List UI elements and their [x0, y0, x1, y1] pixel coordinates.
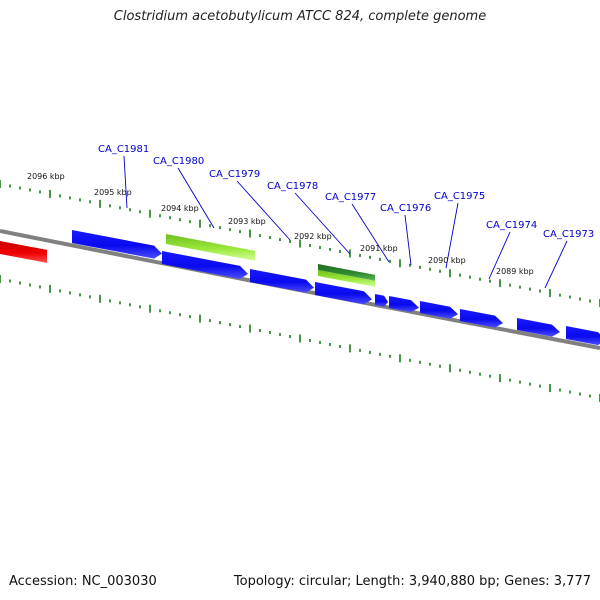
kbp-label: 2096 kbp	[27, 172, 65, 181]
accession-text: Accession: NC_003030	[9, 574, 157, 589]
kbp-label: 2095 kbp	[94, 188, 132, 197]
gene-leader-line	[123, 155, 128, 209]
kbp-label: 2093 kbp	[228, 217, 266, 226]
gene-highlight-dark-ca-c1977[interactable]	[318, 264, 375, 281]
gene-leader-line	[351, 203, 390, 263]
gene-leader-line	[488, 231, 511, 280]
gene-label-ca-c1975[interactable]: CA_C1975	[434, 191, 485, 202]
gene-arrow-ca-c1979[interactable]	[250, 269, 314, 293]
kbp-label: 2090 kbp	[428, 256, 466, 265]
kbp-label: 2094 kbp	[161, 204, 199, 213]
gene-arrow-ca-c1981[interactable]	[72, 230, 162, 259]
gene-label-ca-c1981[interactable]: CA_C1981	[98, 144, 149, 155]
gene-highlight-ca-c1977[interactable]	[318, 270, 375, 287]
gene-label-ca-c1973[interactable]: CA_C1973	[543, 229, 594, 240]
gene-label-ca-c1976[interactable]: CA_C1976	[380, 203, 431, 214]
gene-leader-line	[294, 192, 351, 255]
kbp-label: 2091 kbp	[360, 244, 398, 253]
map-title: Clostridium acetobutylicum ATCC 824, com…	[113, 9, 487, 24]
gene-leader-line	[236, 180, 291, 241]
gene-label-ca-c1978[interactable]: CA_C1978	[267, 181, 318, 192]
gene-arrow-ca-c1978[interactable]	[315, 282, 372, 305]
red-feature-block[interactable]	[0, 241, 47, 263]
gene-arrow-small[interactable]	[375, 294, 388, 307]
gene-label-ca-c1977[interactable]: CA_C1977	[325, 192, 376, 203]
gene-arrow-ca-c1974[interactable]	[460, 309, 503, 328]
gene-leader-line	[404, 214, 412, 266]
kbp-label: 2092 kbp	[294, 232, 332, 241]
gene-arrow-ca-c1973[interactable]	[517, 318, 560, 337]
gene-arrow-ca-c1976[interactable]	[389, 296, 419, 313]
kbp-label: 2089 kbp	[496, 267, 534, 276]
gene-arrow-ca-c1980[interactable]	[162, 251, 248, 279]
genome-summary-text: Topology: circular; Length: 3,940,880 bp…	[233, 574, 591, 589]
gene-leader-line	[177, 167, 215, 229]
gene-label-ca-c1974[interactable]: CA_C1974	[486, 220, 537, 231]
gene-arrow-edge[interactable]	[566, 326, 600, 346]
gene-arrow-ca-c1975[interactable]	[420, 301, 458, 319]
gene-label-ca-c1980[interactable]: CA_C1980	[153, 156, 204, 167]
gene-label-ca-c1979[interactable]: CA_C1979	[209, 169, 260, 180]
gene-highlight-ca-c1980[interactable]	[166, 234, 255, 261]
gene-leader-line	[544, 240, 568, 289]
gene-leader-line	[445, 202, 459, 269]
